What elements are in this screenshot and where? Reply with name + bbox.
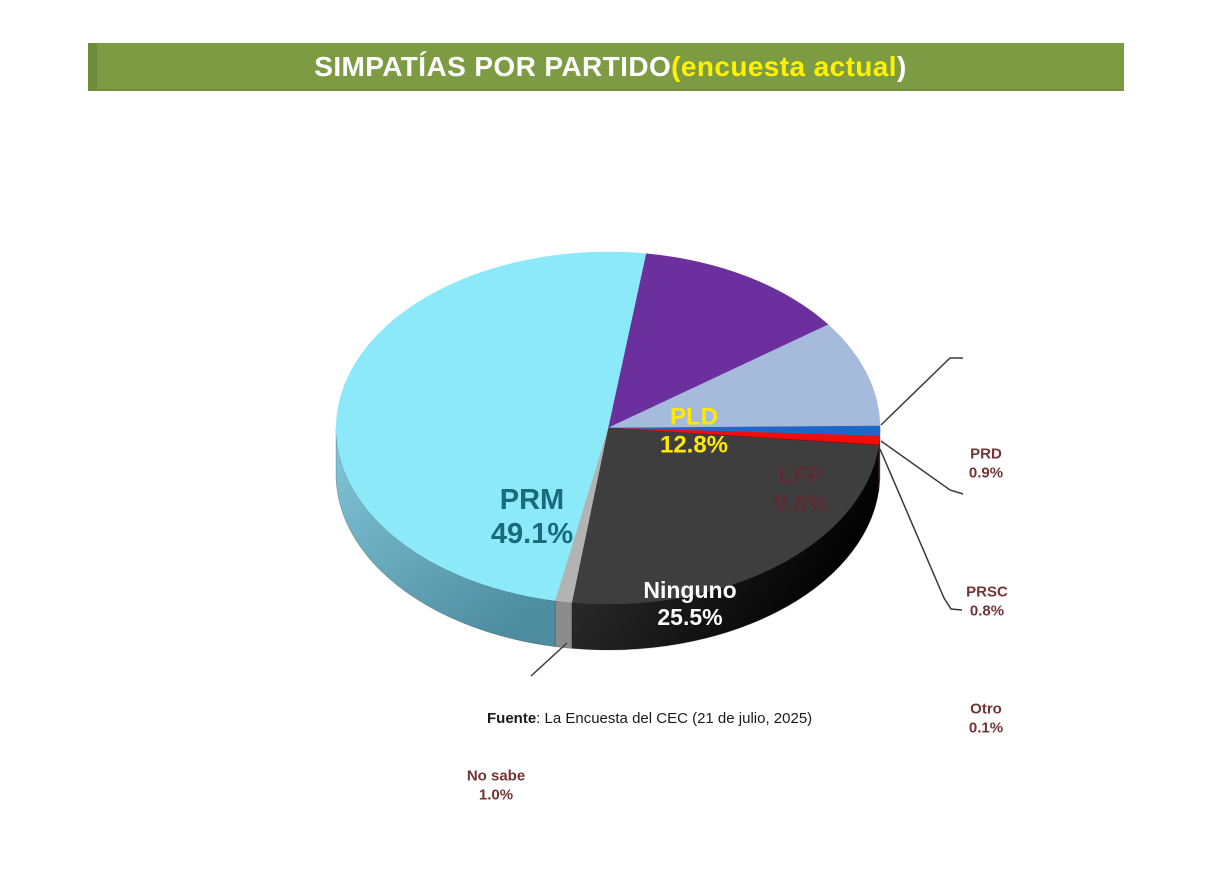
slice-lfp	[607, 324, 881, 429]
slice-value: 0.9%	[968, 464, 1004, 481]
slice-name: PRD	[970, 445, 1002, 463]
slice-label-no-sabe: No sabe 1.0%	[467, 767, 525, 805]
callout-line-prd	[880, 357, 963, 426]
title-bar: SIMPATÍAS POR PARTIDO (encuesta actual)	[88, 43, 1124, 91]
slice-value: 1.0%	[478, 786, 514, 803]
slice-label-prsc: PRSC 0.8%	[966, 583, 1008, 621]
source-text: : La Encuesta del CEC (21 de julio, 2025…	[536, 710, 813, 727]
slice-value: 12.8%	[659, 432, 729, 459]
source-note: Fuente: La Encuesta del CEC (21 de julio…	[487, 710, 812, 727]
slice-label-ninguno: Ninguno 25.5%	[643, 577, 736, 631]
slice-label-otro: Otro 0.1%	[969, 700, 1003, 738]
slice-label-pld: PLD 12.8%	[660, 404, 728, 461]
slice-value: 0.8%	[969, 602, 1005, 619]
title-close-paren: )	[896, 51, 907, 82]
pie-chart: PRM 49.1% PLD 12.8% LFP 9.8% Ninguno 25.…	[0, 100, 1211, 803]
slice-name: PRM	[499, 483, 565, 516]
callout-line-otro	[879, 448, 963, 611]
slice-ninguno	[571, 427, 879, 605]
slice-pld	[607, 253, 829, 429]
title-main: SIMPATÍAS POR PARTIDO	[314, 51, 672, 82]
slice-value: 25.5%	[657, 604, 723, 630]
slice-name: PLD	[670, 403, 718, 431]
slice-label-lfp: LFP 9.8%	[774, 463, 829, 520]
slice-name: No sabe	[466, 767, 526, 785]
slice-value: 9.8%	[773, 491, 829, 518]
slice-name: LFP	[778, 462, 824, 490]
slice-label-prd: PRD 0.9%	[969, 445, 1003, 483]
title-highlight: (encuesta actual	[671, 51, 897, 82]
slice-prm	[336, 251, 647, 601]
source-label: Fuente	[487, 710, 537, 727]
callout-line-prsc	[880, 440, 964, 495]
slice-side-no-sabe	[554, 600, 573, 649]
slice-value: 49.1%	[490, 518, 574, 550]
slice-name: PRSC	[966, 583, 1008, 601]
slice-label-prm: PRM 49.1%	[491, 483, 573, 551]
slice-value: 0.1%	[968, 719, 1004, 736]
callout-line-no-sabe	[530, 642, 568, 677]
slice-name: Ninguno	[643, 576, 737, 603]
slice-name: Otro	[970, 700, 1002, 718]
pie-3d-svg	[335, 251, 964, 677]
